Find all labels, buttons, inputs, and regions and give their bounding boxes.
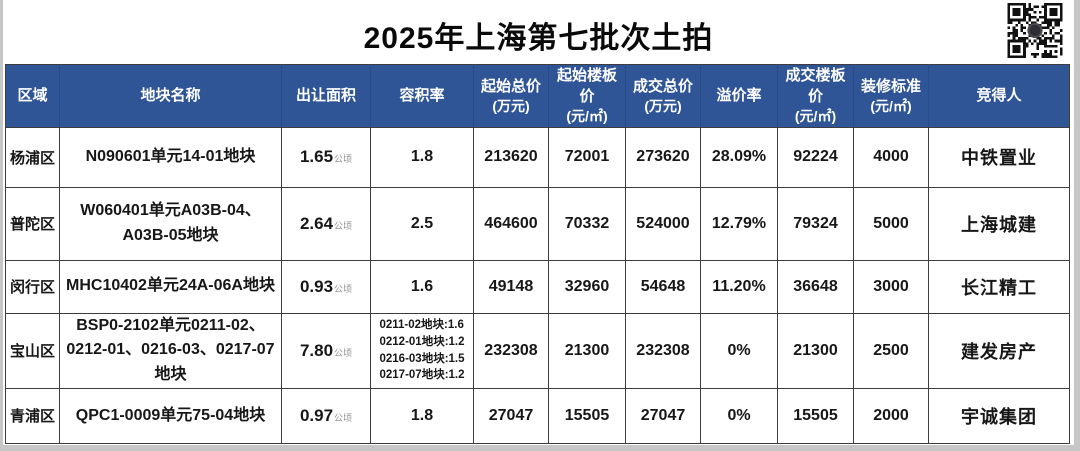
- cell-ratio: 1.8: [370, 387, 474, 444]
- col-header-plot-name: 地块名称: [59, 64, 282, 128]
- cell-start-total: 49148: [473, 259, 549, 314]
- cell-decoration: 4000: [853, 126, 929, 188]
- col-header-area: 出让面积: [281, 64, 371, 128]
- cell-deal-floor: 36648: [777, 259, 854, 314]
- cell-region: 宝山区: [5, 312, 60, 389]
- cell-decoration: 5000: [853, 186, 929, 261]
- page: 2025年上海第七批次土拍 区域 地块名称 出让面积 容积率 起始总价 (万元) …: [3, 0, 1074, 445]
- area-unit-label: 公顷: [334, 347, 353, 358]
- cell-winner: 宇诚集团: [928, 387, 1070, 444]
- cell-region: 闵行区: [5, 259, 60, 314]
- area-unit-label: 公顷: [334, 283, 353, 294]
- cell-deal-floor: 92224: [777, 126, 854, 188]
- cell-winner: 建发房产: [928, 312, 1070, 389]
- cell-start-floor: 21300: [548, 312, 626, 389]
- table-row: 闵行区 MHC10402单元24A-06A地块 0.93公顷 1.6 49148…: [5, 259, 1070, 314]
- cell-premium: 11.20%: [700, 259, 778, 314]
- cell-region: 杨浦区: [5, 126, 60, 188]
- cell-area: 7.80公顷: [281, 312, 371, 389]
- area-unit-label: 公顷: [334, 412, 353, 423]
- col-header-decoration: 装修标准 (元/㎡): [853, 64, 929, 128]
- col-header-region: 区域: [5, 64, 60, 128]
- cell-premium: 0%: [700, 387, 778, 444]
- cell-deal-total: 27047: [625, 387, 701, 444]
- cell-deal-total: 273620: [625, 126, 701, 188]
- cell-premium: 12.79%: [700, 186, 778, 261]
- cell-deal-floor: 21300: [777, 312, 854, 389]
- cell-decoration: 3000: [853, 259, 929, 314]
- table-row: 宝山区 BSP0-2102单元0211-02、0212-01、0216-03、0…: [5, 312, 1070, 389]
- cell-deal-floor: 15505: [777, 387, 854, 444]
- cell-area: 1.65公顷: [281, 126, 371, 188]
- cell-ratio: 2.5: [370, 186, 474, 261]
- cell-start-floor: 70332: [548, 186, 626, 261]
- page-title: 2025年上海第七批次土拍: [363, 22, 714, 55]
- cell-area: 0.93公顷: [281, 259, 371, 314]
- table-row: 青浦区 QPC1-0009单元75-04地块 0.97公顷 1.8 27047 …: [5, 387, 1070, 444]
- cell-decoration: 2500: [853, 312, 929, 389]
- col-header-deal-floor: 成交楼板价 (元/㎡): [777, 64, 854, 128]
- cell-region: 普陀区: [5, 186, 60, 261]
- col-header-winner: 竞得人: [928, 64, 1070, 128]
- cell-winner: 上海城建: [928, 186, 1070, 261]
- col-header-premium: 溢价率: [700, 64, 778, 128]
- col-header-start-floor: 起始楼板价 (元/㎡): [548, 64, 626, 128]
- title-bar: 2025年上海第七批次土拍: [3, 0, 1074, 64]
- table-header-row: 区域 地块名称 出让面积 容积率 起始总价 (万元) 起始楼板价 (元/㎡) 成交总…: [5, 64, 1070, 128]
- cell-start-total: 27047: [473, 387, 549, 444]
- cell-ratio: 0211-02地块:1.6 0212-01地块:1.2 0216-03地块:1.…: [370, 312, 474, 389]
- cell-start-floor: 15505: [548, 387, 626, 444]
- col-header-start-total: 起始总价 (万元): [473, 64, 549, 128]
- cell-area: 0.97公顷: [281, 387, 371, 444]
- cell-ratio: 1.6: [370, 259, 474, 314]
- cell-area: 2.64公顷: [281, 186, 371, 261]
- cell-deal-total: 524000: [625, 186, 701, 261]
- cell-region: 青浦区: [5, 387, 60, 444]
- cell-winner: 中铁置业: [928, 126, 1070, 188]
- area-unit-label: 公顷: [334, 220, 353, 231]
- cell-premium: 0%: [700, 312, 778, 389]
- cell-plot-name: QPC1-0009单元75-04地块: [59, 387, 282, 444]
- cell-deal-total: 232308: [625, 312, 701, 389]
- cell-start-total: 464600: [473, 186, 549, 261]
- cell-plot-name: W060401单元A03B-04、A03B-05地块: [59, 186, 282, 261]
- cell-deal-floor: 79324: [777, 186, 854, 261]
- col-header-ratio: 容积率: [370, 64, 474, 128]
- cell-start-floor: 72001: [548, 126, 626, 188]
- area-unit-label: 公顷: [334, 154, 353, 165]
- cell-ratio: 1.8: [370, 126, 474, 188]
- cell-plot-name: MHC10402单元24A-06A地块: [59, 259, 282, 314]
- qr-code-icon: [1004, 3, 1066, 58]
- land-auction-table: 区域 地块名称 出让面积 容积率 起始总价 (万元) 起始楼板价 (元/㎡) 成交总…: [5, 64, 1070, 444]
- cell-premium: 28.09%: [700, 126, 778, 188]
- cell-plot-name: N090601单元14-01地块: [59, 126, 282, 188]
- table-row: 普陀区 W060401单元A03B-04、A03B-05地块 2.64公顷 2.…: [5, 186, 1070, 261]
- cell-start-total: 213620: [473, 126, 549, 188]
- cell-deal-total: 54648: [625, 259, 701, 314]
- cell-start-total: 232308: [473, 312, 549, 389]
- table-row: 杨浦区 N090601单元14-01地块 1.65公顷 1.8 213620 7…: [5, 126, 1070, 188]
- col-header-deal-total: 成交总价 (万元): [625, 64, 701, 128]
- cell-plot-name: BSP0-2102单元0211-02、0212-01、0216-03、0217-…: [59, 312, 282, 389]
- cell-start-floor: 32960: [548, 259, 626, 314]
- cell-winner: 长江精工: [928, 259, 1070, 314]
- cell-decoration: 2000: [853, 387, 929, 444]
